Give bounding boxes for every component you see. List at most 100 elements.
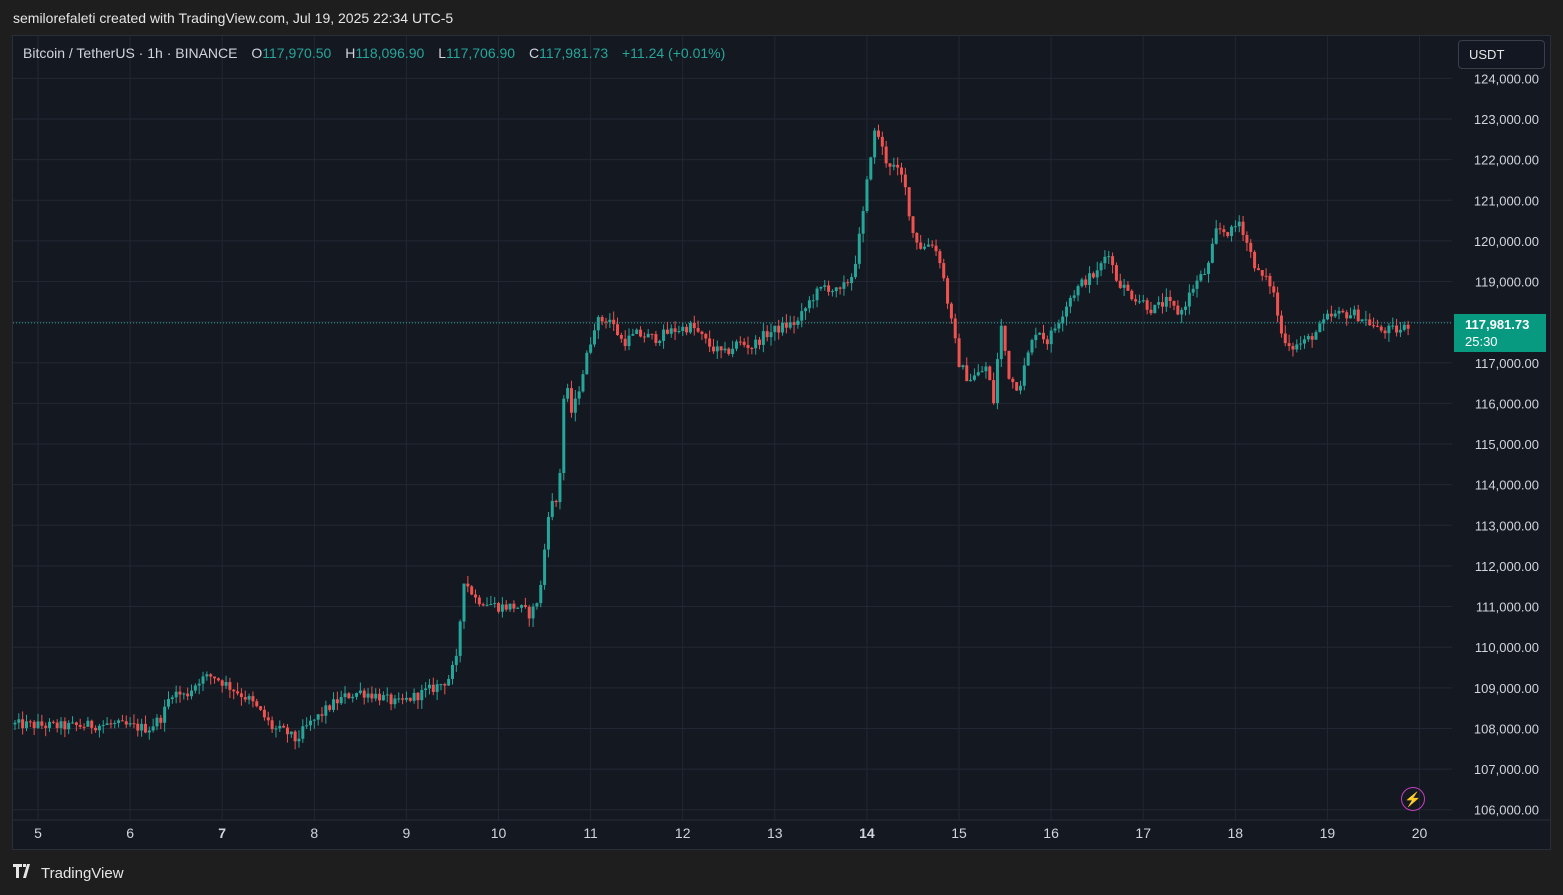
candle-body <box>631 334 635 336</box>
candle-body <box>976 372 980 376</box>
candle-body <box>90 720 94 728</box>
candle-body <box>1045 339 1049 345</box>
candle-body <box>754 339 758 349</box>
candle-body <box>1126 284 1130 291</box>
time-tick-label: 8 <box>310 825 318 841</box>
candle-body <box>811 300 815 302</box>
candle-body <box>900 167 904 175</box>
candle-body <box>1003 325 1007 351</box>
candle-body <box>734 341 738 349</box>
candle-body <box>97 725 101 731</box>
candle-body <box>220 680 224 686</box>
price-tick-label: 112,000.00 <box>1475 559 1539 574</box>
candle-body <box>1253 251 1257 269</box>
candle-body <box>48 721 52 728</box>
candle-body <box>404 697 408 700</box>
price-tick-label: 120,000.00 <box>1474 234 1539 249</box>
price-tick-label: 117,000.00 <box>1475 356 1539 371</box>
candle-body <box>704 333 708 339</box>
candle-body <box>74 722 78 726</box>
candle-body <box>773 325 777 333</box>
candle-body <box>669 328 673 334</box>
candle-body <box>1172 301 1176 306</box>
candle-body <box>1364 319 1368 321</box>
candle-body <box>355 693 359 697</box>
candle-body <box>531 606 535 619</box>
candle-body <box>1088 273 1092 285</box>
candle-body <box>40 721 44 726</box>
candle-body <box>147 730 151 733</box>
candle-body <box>113 722 117 724</box>
time-tick-label: 13 <box>767 825 783 841</box>
candle-body <box>420 690 424 701</box>
candle-body <box>1137 301 1141 303</box>
open-label: O <box>251 45 263 61</box>
candle-body <box>1141 300 1145 302</box>
currency-button[interactable]: USDT <box>1458 40 1545 69</box>
candle-body <box>1157 302 1161 305</box>
candle-body <box>792 322 796 325</box>
candle-body <box>1268 275 1272 287</box>
candle-body <box>101 724 105 726</box>
candle-body <box>493 603 497 605</box>
candle-body <box>715 346 719 352</box>
time-tick-label: 17 <box>1135 825 1151 841</box>
candle-body <box>28 721 32 723</box>
footer-brand-name: TradingView <box>41 864 124 882</box>
candle-body <box>1283 333 1287 344</box>
symbol-name: Bitcoin / TetherUS · 1h · BINANCE <box>23 45 238 61</box>
candle-body <box>481 604 485 606</box>
candle-body <box>59 721 63 729</box>
candle-body <box>1160 302 1164 307</box>
candle-body <box>213 676 217 679</box>
candle-body <box>853 263 857 278</box>
candle-body <box>86 720 90 727</box>
candle-body <box>1241 221 1245 235</box>
candle-body <box>190 690 194 697</box>
candle-body <box>1149 309 1153 314</box>
candle-body <box>132 723 136 725</box>
candle-body <box>94 727 98 731</box>
candle-body <box>1168 296 1172 302</box>
candle-body <box>723 348 727 351</box>
candle-body <box>765 331 769 338</box>
candle-body <box>592 330 596 345</box>
candle-body <box>1068 297 1072 307</box>
candle-body <box>992 380 996 404</box>
candle-body <box>742 341 746 345</box>
chart-grid <box>13 36 1452 820</box>
price-tick-label: 116,000.00 <box>1475 396 1539 411</box>
candle-body <box>1118 280 1122 288</box>
chart-attribution: semilorefaleti created with TradingView.… <box>13 10 454 26</box>
candle-body <box>949 303 953 319</box>
candle-body <box>255 701 259 707</box>
candle-body <box>1111 256 1115 266</box>
candle-body <box>1372 325 1376 327</box>
lightning-icon[interactable]: ⚡ <box>1401 787 1425 811</box>
price-tick-label: 111,000.00 <box>1476 600 1539 615</box>
candle-body <box>262 709 266 718</box>
candle-body <box>1015 382 1019 391</box>
candle-body <box>604 321 608 323</box>
time-tick-label: 5 <box>34 825 42 841</box>
candle-body <box>769 332 773 338</box>
candle-body <box>1375 325 1379 327</box>
candle-body <box>1318 323 1322 333</box>
candle-body <box>1387 325 1391 334</box>
candle-body <box>82 726 86 728</box>
candle-body <box>182 693 186 695</box>
candle-body <box>324 705 328 716</box>
candle-body <box>646 333 650 338</box>
candle-body <box>247 696 251 700</box>
time-tick-label: 12 <box>675 825 691 841</box>
bar-countdown: 25:30 <box>1465 334 1498 349</box>
candle-body <box>1038 332 1042 335</box>
candle-body <box>934 245 938 252</box>
candle-body <box>216 678 220 681</box>
candle-body <box>577 391 581 399</box>
candle-body <box>1233 226 1237 228</box>
candle-body <box>1091 273 1095 278</box>
candle-body <box>585 352 589 375</box>
candle-body <box>1176 305 1180 315</box>
